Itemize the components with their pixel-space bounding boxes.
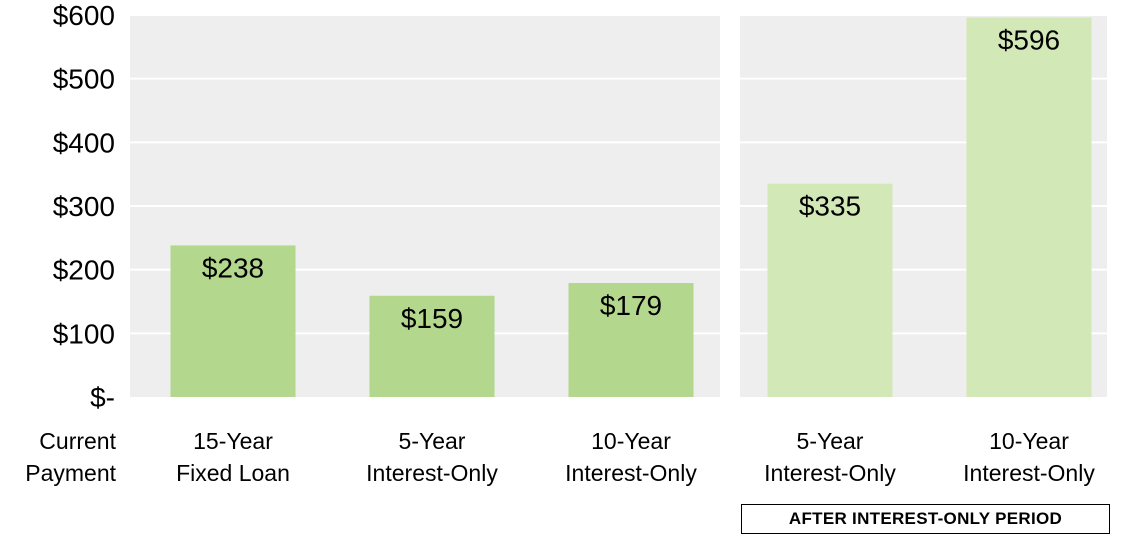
x-tick-label-1: 15-Year Fixed Loan <box>176 428 290 486</box>
y-tick-label: $- <box>90 382 115 413</box>
bar-4 <box>767 183 893 397</box>
bar-1 <box>170 245 296 397</box>
bar-3 <box>568 283 694 397</box>
y-tick-label: $400 <box>53 127 115 158</box>
data-label-3: $179 <box>600 290 662 321</box>
data-label-4: $335 <box>799 191 861 222</box>
y-tick-label: $300 <box>53 191 115 222</box>
after-interest-only-period-label: AFTER INTEREST-ONLY PERIOD <box>741 504 1110 534</box>
y-tick-label: $600 <box>53 0 115 31</box>
x-tick-label-2: 5-Year Interest-Only <box>366 428 498 486</box>
data-label-1: $238 <box>202 252 264 283</box>
y-tick-label: $200 <box>53 255 115 286</box>
y-tick-label: $500 <box>53 64 115 95</box>
x-tick-label-4: 5-Year Interest-Only <box>764 428 896 486</box>
y-tick-label: $100 <box>53 318 115 349</box>
x-tick-label-3: 10-Year Interest-Only <box>565 428 697 486</box>
payment-bar-chart: $- $100 $200 $300 $400 $500 $600 $238 $159 $179 $3… <box>53 0 1107 413</box>
x-tick-label-5: 10-Year Interest-Only <box>963 428 1095 486</box>
data-label-5: $596 <box>998 25 1060 56</box>
data-label-2: $159 <box>401 303 463 334</box>
bar-2 <box>369 295 495 397</box>
bar-5 <box>966 17 1092 398</box>
row-label-current-payment: Current Payment <box>25 428 116 486</box>
